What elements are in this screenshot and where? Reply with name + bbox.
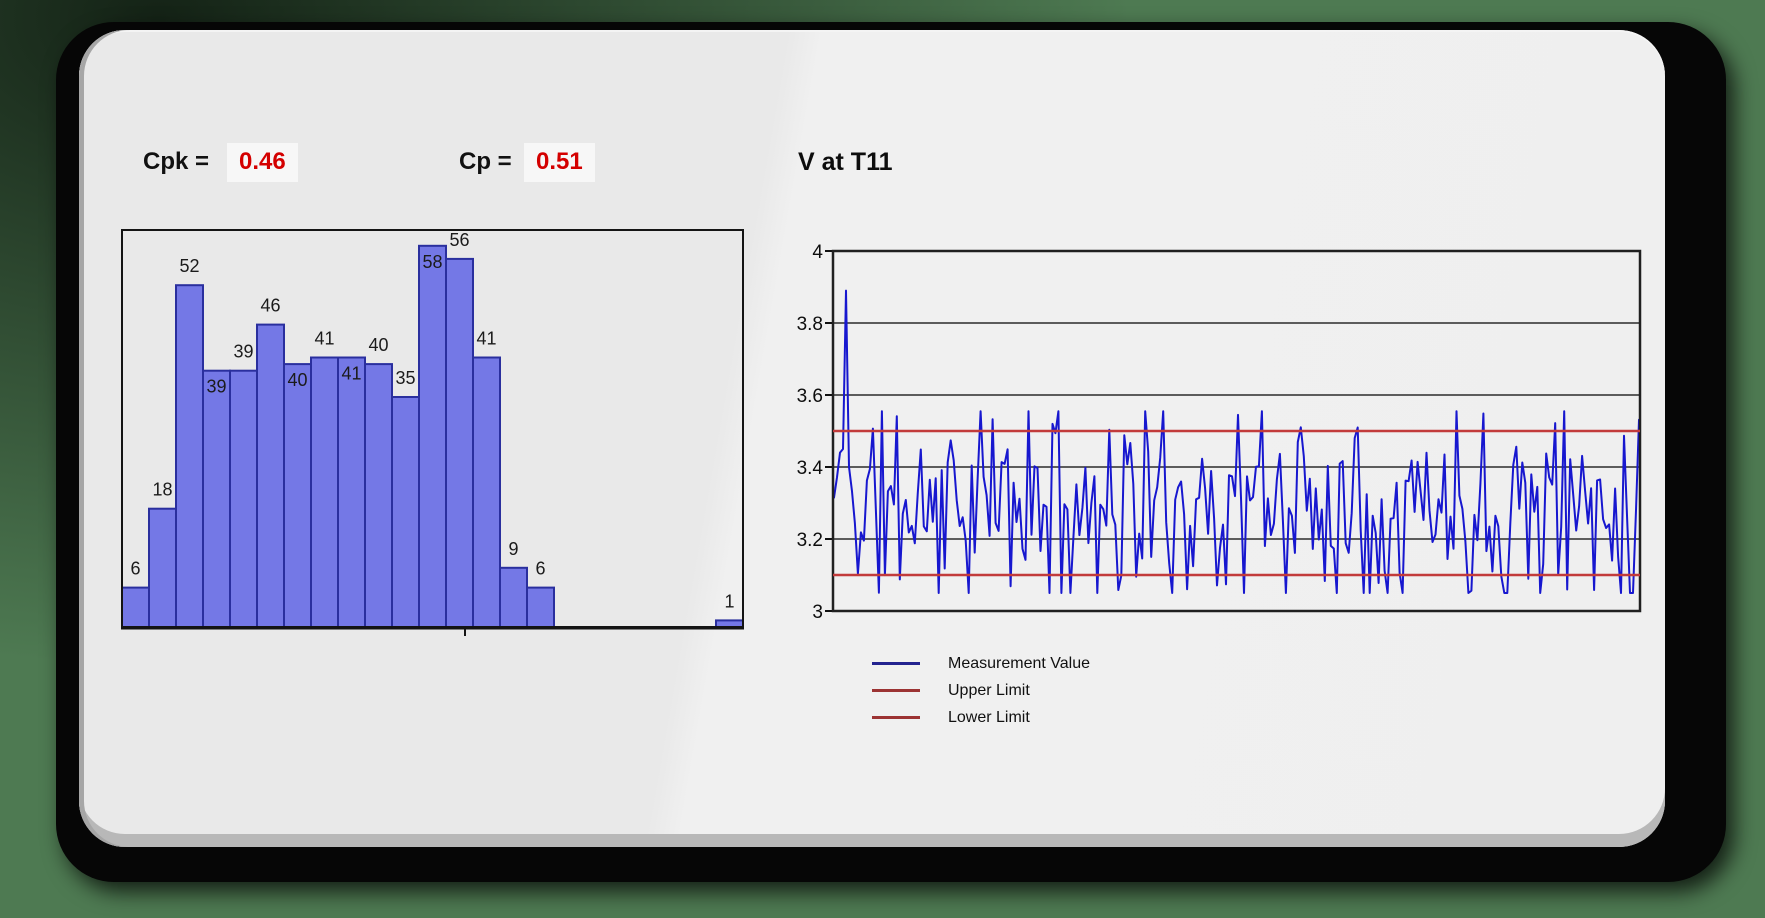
legend-item-measurement-value: Measurement Value [872, 650, 1090, 677]
svg-text:41: 41 [476, 329, 496, 349]
svg-text:3.6: 3.6 [797, 386, 823, 407]
svg-text:9: 9 [508, 539, 518, 559]
cpk-value: 0.46 [239, 148, 286, 175]
lower-limit-line-swatch [872, 716, 920, 719]
cpk-label: Cpk = [143, 148, 210, 175]
legend-item-lower-limit: Lower Limit [872, 704, 1090, 731]
legend-label: Lower Limit [948, 708, 1030, 726]
svg-text:4: 4 [812, 242, 823, 263]
svg-text:3: 3 [812, 602, 823, 620]
svg-text:46: 46 [260, 296, 280, 316]
legend: Measurement Value Upper Limit Lower Limi… [872, 650, 1090, 731]
cp-value: 0.51 [536, 148, 583, 175]
svg-text:40: 40 [287, 370, 307, 390]
cpk-value-box: 0.46 [227, 143, 298, 182]
cp-label: Cp = [459, 148, 512, 175]
svg-text:3.4: 3.4 [797, 458, 824, 479]
svg-text:6: 6 [535, 559, 545, 579]
svg-text:40: 40 [368, 335, 388, 355]
svg-text:35: 35 [395, 368, 415, 388]
svg-text:3.2: 3.2 [797, 530, 823, 551]
run-chart: 4 3.8 3.6 3.4 3.2 3 [797, 242, 1642, 620]
legend-label: Measurement Value [948, 654, 1090, 672]
measurement-value-line-swatch [872, 662, 920, 665]
svg-text:52: 52 [179, 256, 199, 276]
svg-text:56: 56 [449, 230, 469, 250]
upper-limit-line-swatch [872, 689, 920, 692]
svg-text:41: 41 [341, 364, 361, 384]
run-chart-title: V at T11 [798, 148, 893, 176]
cp-value-box: 0.51 [524, 143, 595, 182]
svg-text:41: 41 [314, 329, 334, 349]
svg-text:3.8: 3.8 [797, 314, 823, 335]
svg-text:6: 6 [130, 559, 140, 579]
legend-item-upper-limit: Upper Limit [872, 677, 1090, 704]
legend-label: Upper Limit [948, 681, 1030, 699]
svg-text:58: 58 [422, 252, 442, 272]
svg-text:39: 39 [233, 342, 253, 362]
svg-text:18: 18 [152, 480, 172, 500]
svg-text:39: 39 [206, 377, 226, 397]
svg-text:1: 1 [724, 591, 734, 611]
